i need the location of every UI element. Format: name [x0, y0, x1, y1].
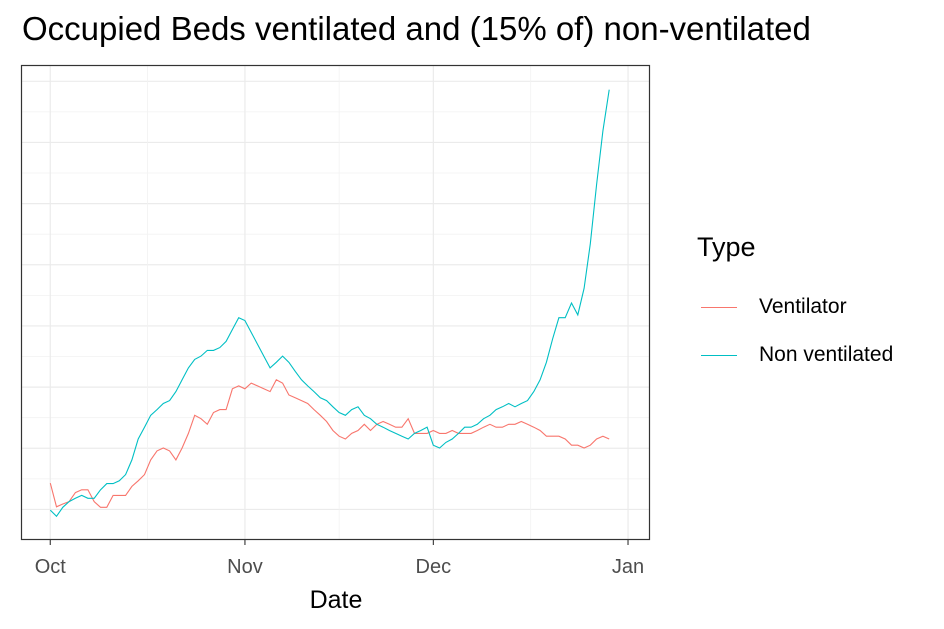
x-axis-title: Date — [310, 586, 363, 614]
panel-border — [20, 64, 651, 541]
x-tick-label: Jan — [612, 556, 644, 578]
series-lines — [49, 89, 610, 518]
legend-title: Type — [697, 232, 756, 262]
x-tick-label: Dec — [416, 556, 452, 578]
legend-label: Ventilator — [759, 295, 847, 318]
legend-key-line — [701, 354, 737, 356]
legend: Type Ventilator Non ventilated — [697, 232, 893, 379]
grid — [22, 66, 650, 540]
x-axis-ticks: Oct Nov Dec Jan — [35, 540, 644, 578]
legend-key-line — [701, 306, 737, 308]
x-tick-label: Oct — [35, 556, 67, 578]
legend-item: Non ventilated — [697, 331, 893, 379]
chart-title: Occupied Beds ventilated and (15% of) no… — [22, 10, 811, 47]
legend-label: Non ventilated — [759, 343, 894, 366]
series-line-ventilator — [49, 379, 610, 508]
legend-item: Ventilator — [697, 283, 893, 331]
legend-items: Ventilator Non ventilated — [697, 283, 893, 379]
x-tick-label: Nov — [227, 556, 263, 578]
series-line-non-ventilated — [49, 89, 610, 518]
